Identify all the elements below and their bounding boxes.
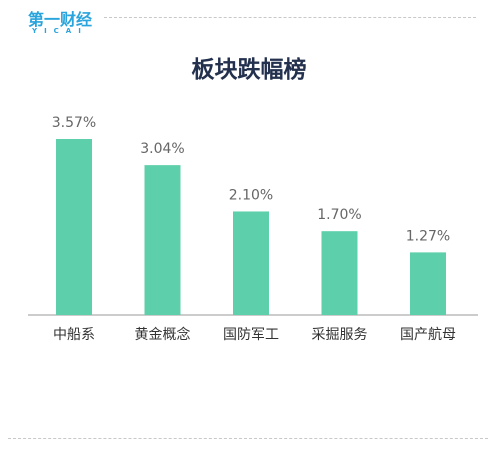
category-label-0: 中船系 (53, 327, 95, 343)
value-label-1: 3.04% (140, 141, 184, 157)
bottom-divider (8, 438, 488, 439)
top-divider (104, 17, 476, 18)
brand-logo: 第一财经 YICAI (28, 6, 98, 38)
brand-name: 第一财经 (28, 10, 93, 29)
value-label-4: 1.27% (406, 228, 450, 244)
chart-title: 板块跌幅榜 (191, 57, 307, 83)
bar-1 (144, 165, 181, 315)
category-label-4: 国产航母 (400, 327, 456, 343)
category-label-1: 黄金概念 (135, 326, 191, 343)
value-label-0: 3.57% (52, 115, 96, 131)
value-label-2: 2.10% (229, 187, 273, 203)
bar-3 (321, 231, 358, 315)
category-label-3: 采掘服务 (312, 327, 368, 343)
brand-sub: YICAI (32, 27, 88, 35)
bar-0 (56, 139, 92, 315)
category-label-2: 国防军工 (223, 327, 279, 343)
bar-4 (410, 252, 446, 315)
bar-2 (233, 211, 269, 315)
bars-group: 3.57% 中船系 3.04% 黄金概念 2.10% 国防军工 1.70% 采掘服务 1.27%… (52, 115, 456, 343)
value-label-3: 1.70% (317, 207, 361, 223)
